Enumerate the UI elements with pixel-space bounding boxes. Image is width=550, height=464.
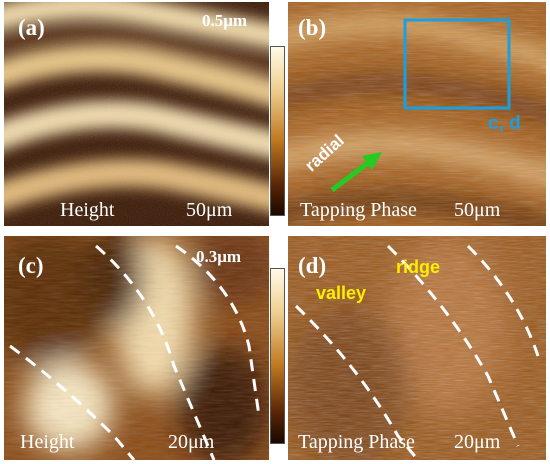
colorbar-top <box>270 46 285 216</box>
panel-d-phase-image: (d) ridge valley Tapping Phase 20μm <box>288 236 546 460</box>
mode-label-c: Height <box>20 431 75 453</box>
panel-letter-b: (b) <box>298 15 327 40</box>
scale-label-a: 50μm <box>186 199 233 221</box>
colorbar-bottom <box>270 268 285 444</box>
valley-label: valley <box>316 283 367 303</box>
height-zoom-image <box>4 236 269 460</box>
scale-label-c: 20μm <box>168 431 215 453</box>
panel-letter-d: (d) <box>298 253 327 278</box>
panel-a-height-image: (a) 0.5μm Height 50μm <box>4 2 269 226</box>
mode-label-b: Tapping Phase <box>300 199 417 221</box>
dashed-boundary-4 <box>294 304 420 460</box>
dashed-boundary-1 <box>9 344 136 460</box>
panel-letter-a: (a) <box>18 15 45 40</box>
phase-zoom-texture-image <box>288 236 546 460</box>
radial-arrow <box>330 158 374 192</box>
height-range-label-a: 0.5μm <box>202 11 248 30</box>
dashed-boundary-5 <box>386 244 520 447</box>
height-range-label-c: 0.3μm <box>196 247 242 266</box>
mode-label-a: Height <box>60 199 115 221</box>
roi-box <box>403 18 511 110</box>
ridge-label: ridge <box>396 257 441 277</box>
phase-texture-image <box>288 2 546 226</box>
roi-label-cd: c, d <box>488 113 521 134</box>
height-stripes-image <box>4 2 269 226</box>
mode-label-d: Tapping Phase <box>298 431 415 453</box>
panel-c-height-image: (c) 0.3μm Height 20μm <box>4 236 269 460</box>
dashed-boundary-3 <box>175 244 261 417</box>
scale-label-b: 50μm <box>454 199 501 221</box>
dashed-boundary-6 <box>466 244 540 357</box>
panel-b-phase-image: (b) c, d radial Tapping Phase 50μm <box>288 2 546 226</box>
panel-letter-c: (c) <box>18 253 44 278</box>
scale-label-d: 20μm <box>454 431 501 453</box>
